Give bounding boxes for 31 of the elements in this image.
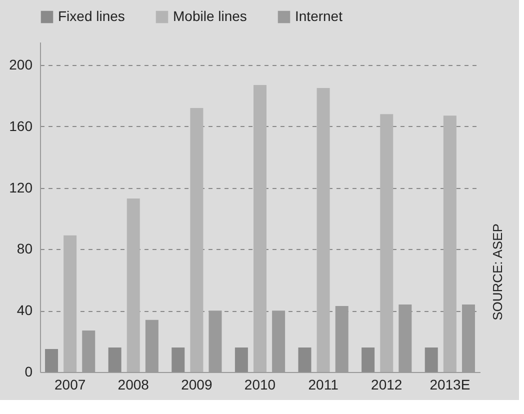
x-tick-label: 2010 [244,376,276,392]
bar [126,198,140,372]
x-tick-label: 2011 [308,376,339,392]
bar [64,235,77,372]
source-note: SOURCE: ASEP [490,224,505,320]
bar [443,116,456,372]
y-tick-label: 200 [9,56,33,73]
bar [45,348,58,372]
bar [190,108,204,372]
bar [316,88,330,372]
legend-label: Fixed lines [58,8,125,24]
bar [380,114,394,372]
y-tick-label: 120 [9,179,33,196]
bar [254,84,266,372]
x-tick-label: 2009 [181,376,212,392]
x-tick-label: 2008 [118,376,150,392]
x-tick-label: 2013E [430,376,470,392]
bar [172,347,185,372]
y-tick-label: 160 [9,118,33,134]
y-tick-label: 40 [16,302,33,318]
bar [108,347,122,372]
bar [234,347,248,372]
bar [298,347,312,372]
x-tick-label: 2007 [54,376,86,392]
y-tick-label: 80 [16,240,33,257]
y-tick-label: 0 [24,364,33,380]
legend-label: Mobile lines [173,8,247,24]
x-tick-label: 2012 [371,376,402,392]
bar [424,347,438,372]
legend-label: Internet [295,8,343,24]
bar [362,347,375,372]
